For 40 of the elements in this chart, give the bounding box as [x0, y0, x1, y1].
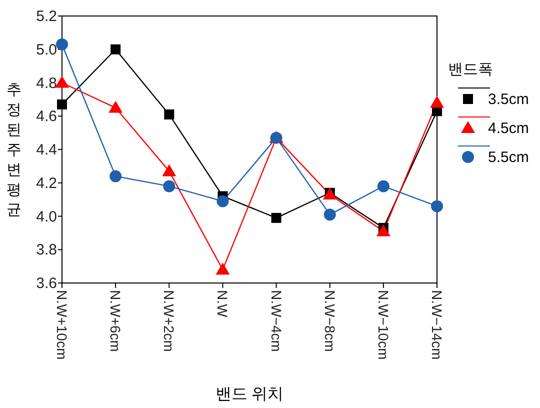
legend-label: 5.5cm — [488, 149, 529, 166]
point — [56, 38, 68, 50]
point — [110, 170, 122, 182]
point — [57, 99, 67, 110]
x-tick-label: N.W−8cm — [322, 290, 338, 352]
x-tick-label: N.W+6cm — [108, 290, 124, 352]
point — [110, 44, 121, 54]
y-tick-label: 4.4 — [36, 142, 57, 158]
x-axis-title: 밴드 위치 — [215, 386, 284, 403]
legend-label: 4.5cm — [488, 120, 529, 137]
legend-label: 3.5cm — [488, 91, 529, 108]
y-tick-label: 5.2 — [36, 8, 57, 25]
point — [162, 164, 176, 176]
legend-title: 밴드폭 — [448, 61, 493, 78]
y-axis-title: 추정된주변평균 — [6, 82, 22, 218]
x-tick-label: N.W−10cm — [375, 290, 392, 360]
point — [271, 212, 282, 223]
y-tick-label: 4.2 — [36, 174, 57, 192]
y-tick-label: 5.0 — [36, 41, 57, 58]
point — [216, 195, 229, 208]
y-tick-label: 3.8 — [36, 242, 57, 259]
x-tick-label: N.W−4cm — [268, 290, 284, 352]
y-tick-label: 4.8 — [36, 74, 57, 92]
point — [430, 96, 444, 108]
y-tick-label: 3.6 — [36, 275, 57, 292]
point — [164, 109, 174, 120]
x-tick-label: N.W−14cm — [429, 290, 445, 360]
y-tick-label: 4.6 — [36, 108, 57, 126]
x-tick-label: N.W — [214, 290, 231, 318]
point — [55, 76, 69, 88]
x-tick-label: N.W+2cm — [161, 290, 178, 352]
point — [376, 224, 390, 236]
point — [431, 200, 443, 212]
point — [108, 100, 123, 113]
x-tick-label: N.W+10cm — [54, 290, 70, 360]
point — [216, 262, 230, 275]
y-tick-label: 4.0 — [36, 208, 57, 226]
point — [377, 180, 390, 192]
point — [163, 180, 176, 192]
point — [324, 208, 336, 221]
